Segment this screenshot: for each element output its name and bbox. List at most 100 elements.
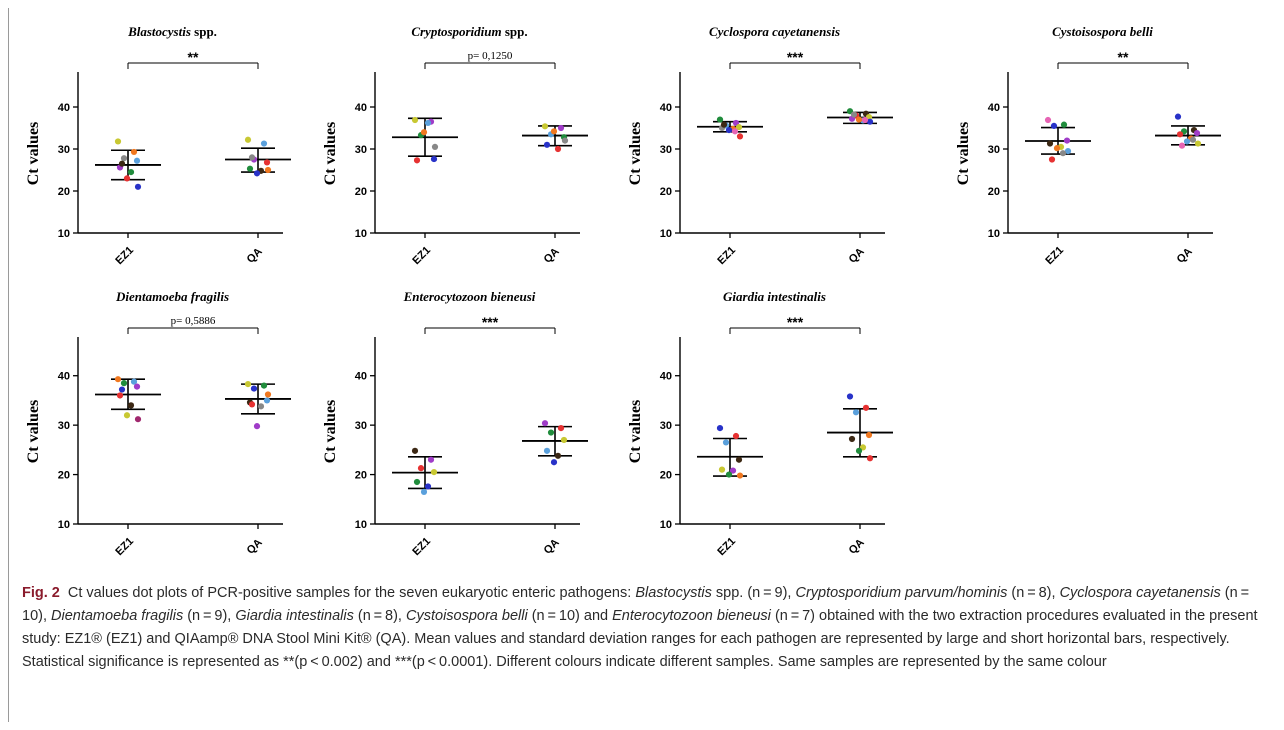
significance-label: *** xyxy=(482,314,499,330)
data-point xyxy=(264,391,272,398)
y-tick-label: 40 xyxy=(988,102,1000,114)
y-tick-label: 30 xyxy=(355,420,367,432)
data-point xyxy=(127,169,135,176)
y-tick-label: 20 xyxy=(355,186,367,198)
caption-run: Enterocytozoon bieneusi xyxy=(612,608,771,624)
data-point xyxy=(120,155,128,162)
data-point xyxy=(417,465,425,472)
data-point xyxy=(543,447,551,454)
data-point xyxy=(250,385,258,392)
caption-text: Ct values dot plots of PCR-positive samp… xyxy=(22,585,1258,670)
y-tick-label: 40 xyxy=(58,102,70,114)
data-point xyxy=(848,435,856,443)
panel-title-part: Cryptosporidium xyxy=(411,24,501,39)
data-point xyxy=(420,129,428,136)
data-point xyxy=(1189,136,1197,143)
data-point xyxy=(862,404,870,411)
y-tick-label: 10 xyxy=(58,228,70,240)
data-point xyxy=(1193,129,1201,137)
data-point xyxy=(716,116,724,123)
chart-panel: Cryptosporidium spp. 10 20 30 40 Ct values EZ1… xyxy=(322,24,588,267)
data-point xyxy=(1044,116,1052,124)
caption-run: Dientamoeba fragilis xyxy=(51,608,184,624)
data-point xyxy=(420,488,428,495)
data-point xyxy=(118,160,126,167)
data-point xyxy=(736,133,744,140)
data-point xyxy=(411,116,419,124)
panel-title: Cystoisospora belli xyxy=(1052,24,1153,39)
y-tick-label: 40 xyxy=(660,371,672,383)
y-tick-label: 20 xyxy=(988,186,1000,198)
data-point xyxy=(852,409,860,416)
y-tick-label: 40 xyxy=(58,371,70,383)
data-point xyxy=(541,420,549,427)
data-point xyxy=(731,128,739,135)
data-point xyxy=(263,159,271,166)
data-point xyxy=(541,123,549,130)
caption-run: Giardia intestinalis xyxy=(235,608,354,624)
data-point xyxy=(413,478,421,486)
data-point xyxy=(550,459,558,466)
x-tick-label: EZ1 xyxy=(410,244,433,267)
y-axis-label: Ct values xyxy=(322,122,339,186)
data-point xyxy=(123,175,131,182)
data-point xyxy=(1059,150,1067,157)
chart-panel: Cystoisospora belli 10 20 30 40 Ct values EZ1 Q… xyxy=(955,24,1221,267)
chart-panel: Cyclospora cayetanensis 10 20 30 40 Ct values… xyxy=(627,24,893,267)
figure-frame xyxy=(8,8,1277,722)
data-point xyxy=(264,166,272,174)
data-point xyxy=(413,157,421,164)
significance-label: *** xyxy=(787,314,804,330)
data-point xyxy=(1048,156,1056,163)
data-point xyxy=(123,412,131,419)
caption-run: Blastocystis xyxy=(635,585,712,601)
caption-run: spp. (n = 9), xyxy=(711,585,796,601)
data-point xyxy=(263,397,271,404)
data-point xyxy=(130,148,138,156)
y-axis-label: Ct values xyxy=(25,400,42,464)
y-tick-label: 30 xyxy=(660,420,672,432)
panel-title: Cryptosporidium spp. xyxy=(411,24,527,39)
data-point xyxy=(114,376,122,383)
data-point xyxy=(244,136,252,143)
caption-run: Cystoisospora belli xyxy=(406,608,528,624)
caption-run: Ct values dot plots of PCR-positive samp… xyxy=(67,585,636,601)
caption-run: (n = 7) obtained with the two extraction… xyxy=(22,608,1258,670)
y-axis-label: Ct values xyxy=(627,400,644,464)
x-tick-label: QA xyxy=(542,246,562,266)
data-point xyxy=(114,138,122,145)
y-tick-label: 40 xyxy=(660,102,672,114)
data-point xyxy=(725,127,733,134)
caption-run: (n = 9), xyxy=(183,608,236,624)
panel-title-part: spp. xyxy=(191,24,217,39)
y-tick-label: 30 xyxy=(988,144,1000,156)
data-point xyxy=(557,124,565,132)
data-point xyxy=(866,455,874,462)
data-point xyxy=(411,447,419,454)
caption-run: (n = 8), xyxy=(353,608,406,624)
x-tick-label: QA xyxy=(245,246,265,266)
data-point xyxy=(861,116,869,124)
y-tick-label: 40 xyxy=(355,371,367,383)
x-tick-label: QA xyxy=(245,537,265,557)
y-tick-label: 10 xyxy=(660,228,672,240)
chart-panel: Blastocystis spp. 10 20 30 40 Ct values EZ1 QA *… xyxy=(25,24,291,267)
y-tick-label: 30 xyxy=(58,144,70,156)
data-point xyxy=(430,469,438,476)
significance-label: p= 0,1250 xyxy=(468,50,513,62)
data-point xyxy=(1060,121,1068,128)
y-axis-label: Ct values xyxy=(955,122,972,186)
data-point xyxy=(120,380,128,387)
figure-panels: Blastocystis spp. 10 20 30 40 Ct values EZ1 QA *… xyxy=(25,24,1221,558)
data-point xyxy=(554,452,562,459)
data-point xyxy=(720,121,728,128)
data-point xyxy=(133,157,141,164)
x-tick-label: QA xyxy=(847,246,867,266)
y-tick-label: 20 xyxy=(58,470,70,482)
data-point xyxy=(732,432,740,440)
data-point xyxy=(118,386,126,393)
data-point xyxy=(554,145,562,153)
data-point xyxy=(846,393,854,400)
panel-title: Giardia intestinalis xyxy=(723,289,826,304)
data-point xyxy=(718,466,726,473)
